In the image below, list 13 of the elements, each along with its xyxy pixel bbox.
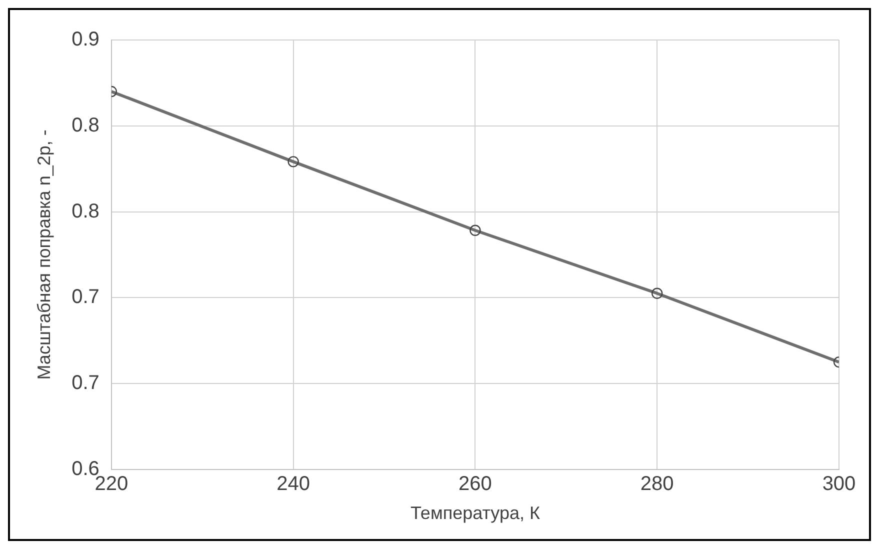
- y-tick-label: 0.7: [72, 286, 100, 308]
- y-tick-label: 0.9: [72, 28, 100, 51]
- y-tick-label: 0.7: [72, 372, 100, 394]
- point: [470, 224, 481, 236]
- x-tick-label: 300: [822, 472, 856, 495]
- point: [288, 156, 299, 168]
- y-tick-label: 0.8: [72, 200, 100, 222]
- y-tick-label: 0.8: [72, 114, 100, 136]
- x-tick-label: 240: [276, 472, 310, 495]
- y-axis-title: Масштабная поправка n_2p, -: [34, 130, 54, 380]
- x-tick-label: 260: [458, 472, 492, 495]
- x-axis-title: Температура, К: [410, 503, 540, 524]
- x-tick-label: 280: [640, 472, 674, 495]
